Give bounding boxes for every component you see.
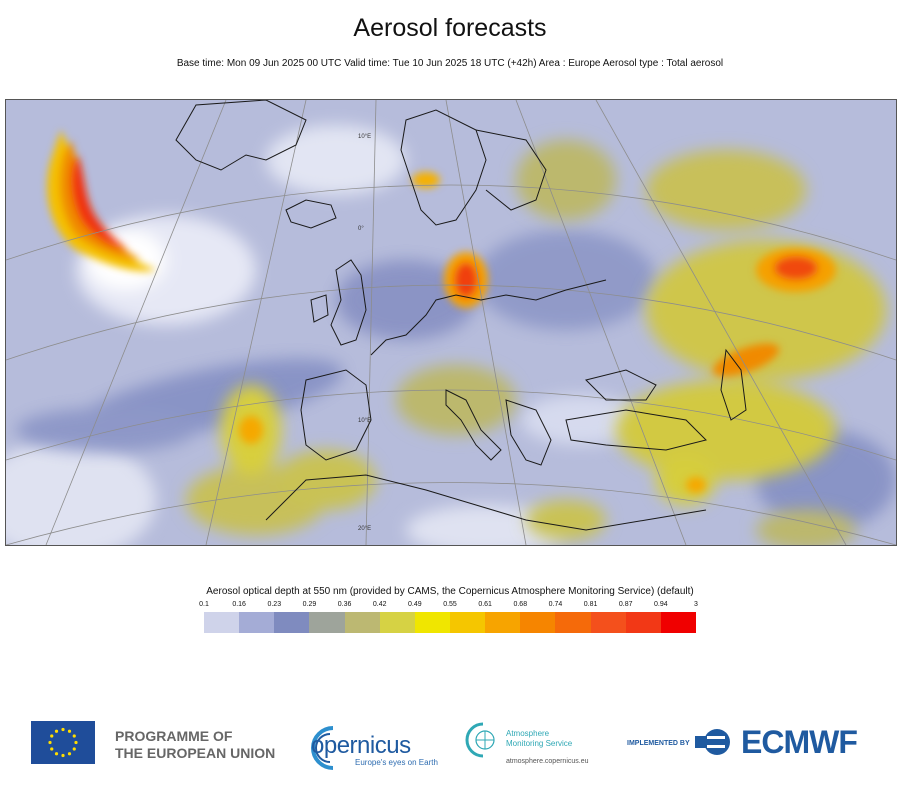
legend-color-swatch xyxy=(555,612,591,633)
legend-tick-label: 0.49 xyxy=(408,601,422,608)
aerosol-map[interactable]: 10°E 0° 10°E 20°E xyxy=(5,99,897,546)
eu-star-icon xyxy=(72,734,76,738)
meridian-label: 0° xyxy=(358,226,364,232)
ecmwf-wordmark: ECMWF xyxy=(741,724,858,760)
moderate-aerosol-plumes xyxy=(186,140,886,545)
legend-title: Aerosol optical depth at 550 nm (provide… xyxy=(206,586,694,597)
legend-color-swatch xyxy=(344,612,380,633)
eu-programme-text: PROGRAMME OF THE EUROPEAN UNION xyxy=(115,728,275,762)
meridian-label: 10°E xyxy=(358,134,371,140)
implemented-by-label: IMPLEMENTED BY xyxy=(627,740,690,747)
meridian-label: 20°E xyxy=(358,526,371,532)
legend-tick-label: 0.29 xyxy=(302,601,317,608)
ecmwf-logo-icon xyxy=(695,729,730,755)
eu-star-icon xyxy=(50,734,54,738)
eu-star-icon xyxy=(67,729,72,733)
copernicus-tagline: Europe's eyes on Earth xyxy=(355,758,438,767)
forecast-subtitle: Base time: Mon 09 Jun 2025 00 UTC Valid … xyxy=(176,58,724,69)
eu-flag-icon xyxy=(31,721,95,764)
legend-tick-label: 0.74 xyxy=(548,601,563,608)
coastlines xyxy=(175,100,747,531)
copernicus-wordmark: opernicus xyxy=(311,732,411,759)
copernicus-swirl-icon xyxy=(311,726,334,770)
legend-color-swatch xyxy=(204,612,240,633)
footer-logos: PROGRAMME OF THE EUROPEAN UNION opernicu… xyxy=(0,712,900,782)
legend-color-swatch xyxy=(520,612,556,633)
legend-color-swatch xyxy=(660,612,696,633)
meridian-label: 10°E xyxy=(358,418,371,424)
legend-tick-label: 0.81 xyxy=(583,601,598,608)
eu-star-icon xyxy=(72,747,76,751)
legend-tick-label: 0.23 xyxy=(267,601,282,608)
eu-star-icon xyxy=(74,740,78,745)
eu-star-icon xyxy=(54,752,59,756)
eu-star-icon xyxy=(61,753,65,758)
eu-text-line: THE EUROPEAN UNION xyxy=(115,745,276,761)
graticule-lines xyxy=(6,100,896,545)
eu-star-icon xyxy=(50,747,54,751)
meridian-labels: 10°E 0° 10°E 20°E xyxy=(358,134,371,532)
ams-globe-icon xyxy=(465,722,495,758)
legend-color-swatch xyxy=(625,612,661,633)
legend-color-swatch xyxy=(379,612,415,633)
legend-tick-label: 0.94 xyxy=(654,601,668,608)
legend-tick-label: 3 xyxy=(694,601,698,608)
eu-star-icon xyxy=(67,752,72,756)
page-title: Aerosol forecasts xyxy=(353,14,547,42)
mid-aerosol-bands xyxy=(16,230,896,530)
legend-color-swatch xyxy=(309,612,345,633)
legend-color-swatch xyxy=(239,612,275,633)
legend-color-swatch xyxy=(590,612,626,633)
ams-name-line: Atmosphere xyxy=(506,729,550,738)
aerosol-map-canvas: 10°E 0° 10°E 20°E xyxy=(6,100,896,545)
high-aerosol-plumes xyxy=(47,130,836,493)
eu-star-icon xyxy=(48,740,52,745)
eu-star-icon xyxy=(61,727,65,732)
legend-tick-label: 0.36 xyxy=(337,601,352,608)
eu-text-line: PROGRAMME OF xyxy=(115,728,233,744)
legend-color-swatch xyxy=(274,612,310,633)
legend-tick-label: 0.68 xyxy=(513,601,528,608)
legend-tick-label: 0.16 xyxy=(232,601,246,608)
ams-url: atmosphere.copernicus.eu xyxy=(506,758,589,765)
legend-tick-label: 0.42 xyxy=(372,601,387,608)
legend-tick-label: 0.55 xyxy=(443,601,457,608)
legend-color-swatch xyxy=(449,612,486,633)
eu-star-icon xyxy=(54,729,59,733)
ams-name: Atmosphere Monitoring Service xyxy=(506,729,572,749)
legend-color-swatch xyxy=(414,612,450,633)
legend-ticks: 0.1 0.16 0.23 0.29 0.36 0.42 0.49 0.55 0.61 0.68 0… xyxy=(199,601,698,611)
legend-colorbar xyxy=(204,612,696,633)
legend-color-swatch xyxy=(485,612,521,633)
legend-tick-label: 0.1 xyxy=(199,601,209,608)
legend-tick-label: 0.87 xyxy=(618,601,633,608)
ams-name-line: Monitoring Service xyxy=(506,739,573,748)
legend-tick-label: 0.61 xyxy=(478,601,492,608)
